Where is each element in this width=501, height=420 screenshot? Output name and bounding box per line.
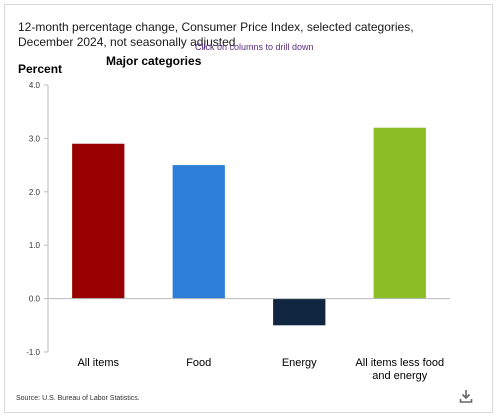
- y-tick-label: 2.0: [29, 188, 41, 197]
- bar[interactable]: [172, 165, 225, 299]
- download-icon[interactable]: [458, 388, 474, 404]
- x-tick-label: Food: [186, 357, 211, 369]
- y-tick-label: 4.0: [29, 81, 41, 90]
- chart-frame: [4, 4, 493, 413]
- bar[interactable]: [72, 143, 125, 299]
- bar[interactable]: [273, 298, 326, 326]
- chart-title: 12-month percentage change, Consumer Pri…: [18, 20, 414, 49]
- y-axis-label: Percent: [18, 62, 63, 76]
- drill-down-hint: Click on columns to drill down: [195, 42, 314, 52]
- x-tick-label: All items less food and energy: [355, 357, 444, 382]
- y-tick-label: 0.0: [29, 295, 41, 304]
- chart-subtitle: Major categories: [106, 54, 202, 68]
- x-tick-label: All items: [77, 357, 119, 369]
- x-tick-label: Energy: [282, 357, 317, 369]
- source-note: Source: U.S. Bureau of Labor Statistics.: [16, 395, 140, 402]
- bar[interactable]: [373, 127, 426, 299]
- y-tick-label: -1.0: [26, 348, 40, 357]
- y-tick-label: 3.0: [29, 134, 41, 143]
- y-tick-label: 1.0: [29, 241, 41, 250]
